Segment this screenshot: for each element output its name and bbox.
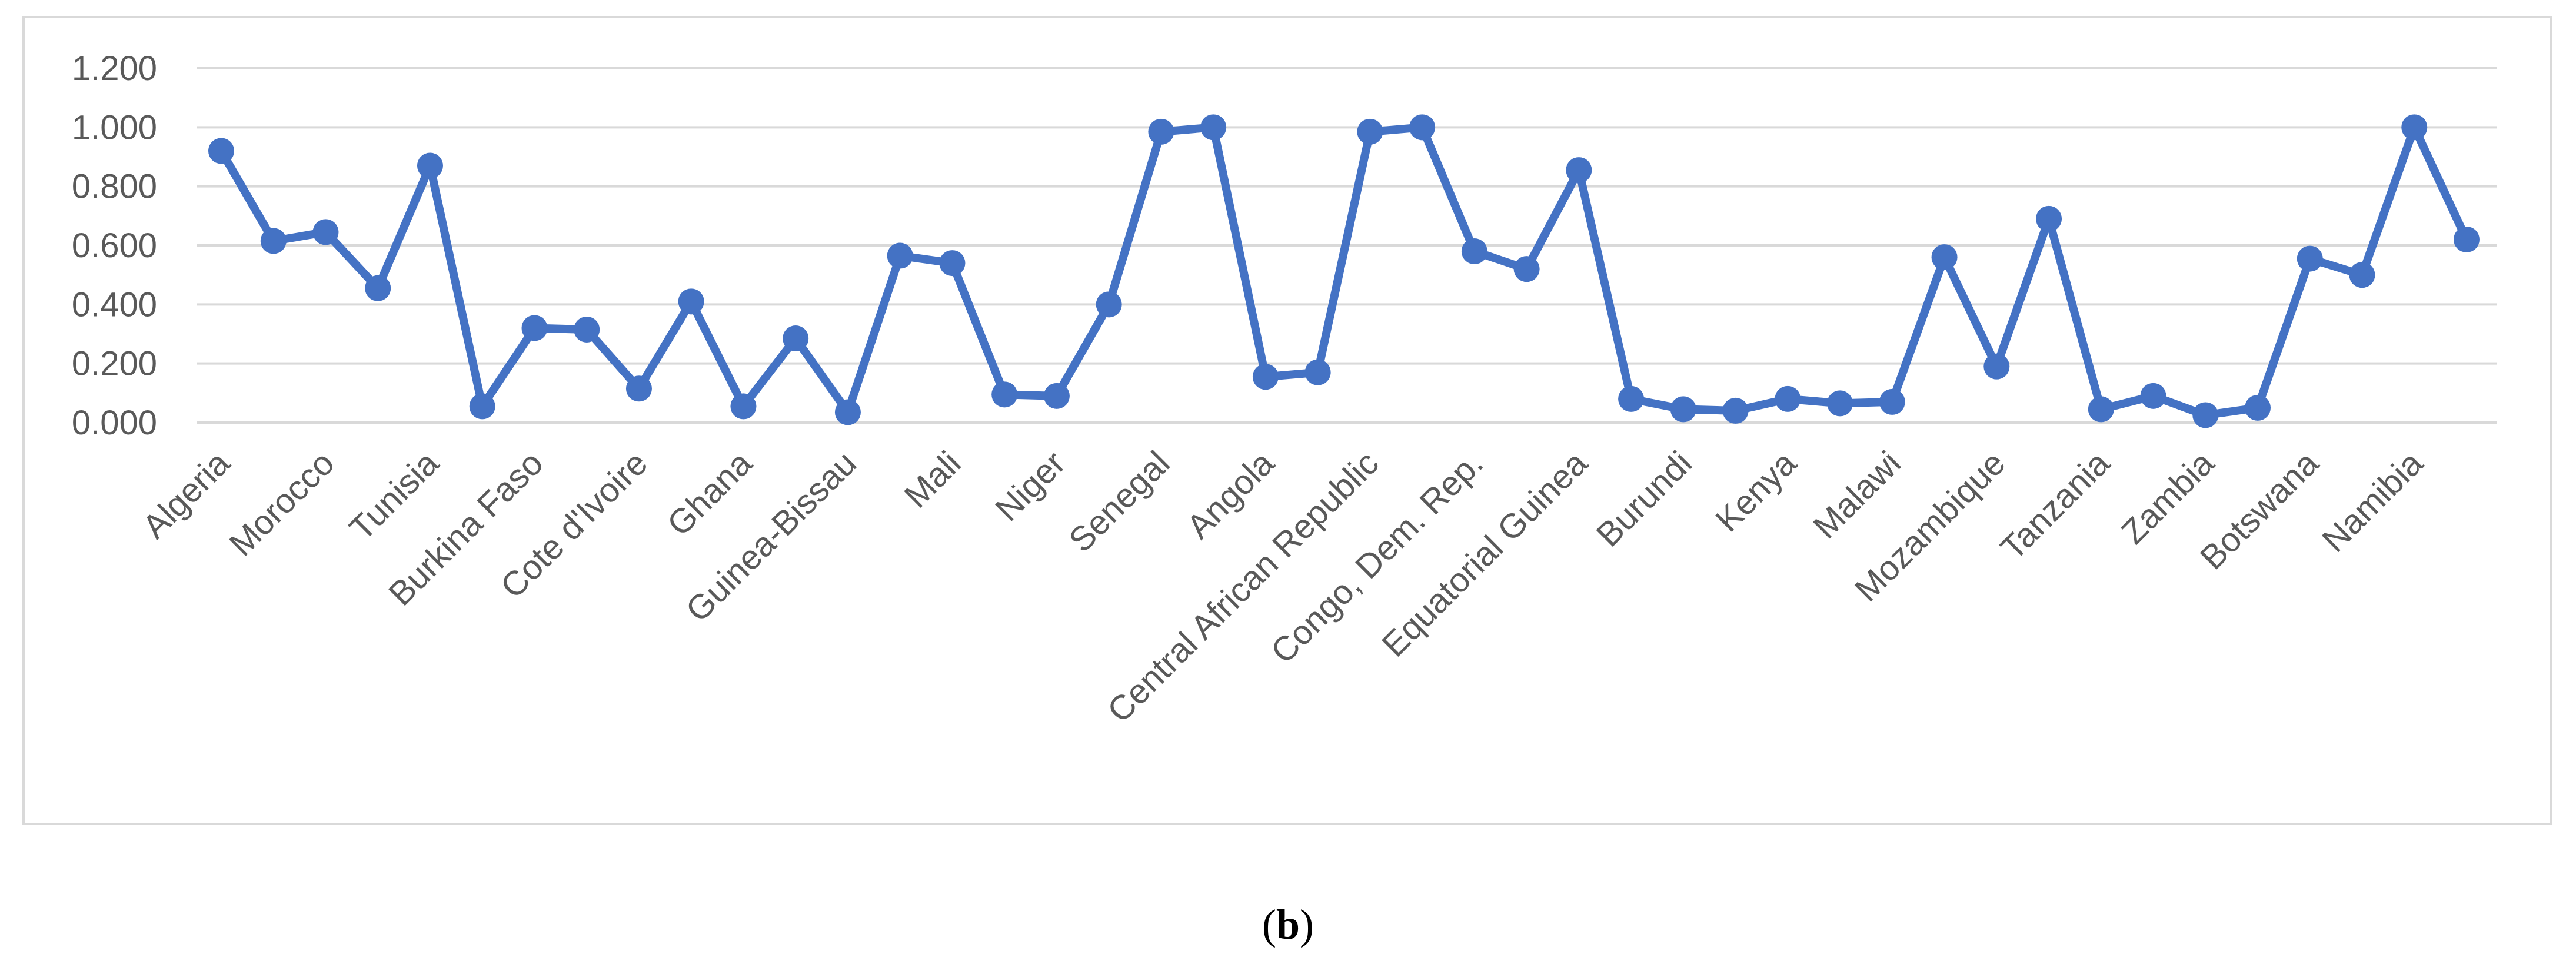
series-line xyxy=(217,123,2471,420)
data-point xyxy=(208,138,234,164)
data-point xyxy=(1043,383,1070,409)
y-tick-label: 0.200 xyxy=(72,345,157,383)
data-point xyxy=(1566,157,1592,184)
data-point xyxy=(834,399,861,425)
data-point xyxy=(2245,394,2271,421)
series-markers xyxy=(208,114,2480,428)
x-tick-label: Namibia xyxy=(2315,444,2431,560)
data-point xyxy=(417,152,443,179)
y-tick-label: 1.000 xyxy=(72,108,157,147)
x-tick-label: Equatorial Guinea xyxy=(1374,444,1595,664)
data-point xyxy=(1148,118,1174,145)
data-point xyxy=(469,393,495,420)
caption-open: ( xyxy=(1262,901,1276,948)
line-chart: 0.000 0.200 0.400 0.600 0.800 1.000 1.200 Alge… xyxy=(72,49,2497,730)
data-point xyxy=(260,228,287,254)
data-point xyxy=(1304,359,1331,385)
y-tick-label: 1.200 xyxy=(72,49,157,88)
data-point xyxy=(887,242,913,269)
data-point xyxy=(1252,364,1279,390)
data-point xyxy=(1931,244,1958,271)
data-point xyxy=(1722,397,1749,424)
data-point xyxy=(1200,114,1227,141)
x-tick-label: Morocco xyxy=(222,444,341,563)
x-tick-label: Tanzania xyxy=(1993,444,2118,568)
data-point xyxy=(1357,118,1383,145)
data-point xyxy=(1461,238,1487,265)
data-point xyxy=(625,375,652,402)
data-point xyxy=(1513,256,1540,282)
data-point xyxy=(783,325,809,352)
series-line-path xyxy=(217,123,2471,420)
data-point xyxy=(2036,205,2062,232)
data-point xyxy=(2297,245,2323,272)
data-point xyxy=(312,219,339,245)
gridlines xyxy=(197,67,2497,424)
x-tick-label: Angola xyxy=(1179,444,1282,546)
data-point xyxy=(2401,114,2428,141)
data-point xyxy=(1775,385,1801,412)
y-tick-label: 0.000 xyxy=(72,404,157,442)
data-point xyxy=(730,393,757,420)
data-point xyxy=(1096,291,1122,318)
chart-frame: 0.000 0.200 0.400 0.600 0.800 1.000 1.200 Alge… xyxy=(22,16,2552,825)
data-point xyxy=(1879,388,1905,415)
y-axis-ticks: 0.000 0.200 0.400 0.600 0.800 1.000 1.200 xyxy=(72,49,157,442)
y-tick-label: 0.800 xyxy=(72,168,157,206)
x-tick-label: Niger xyxy=(988,444,1073,528)
data-point xyxy=(991,381,1018,408)
data-point xyxy=(2349,262,2375,288)
x-tick-label: Ghana xyxy=(660,444,760,544)
data-point xyxy=(2454,226,2480,252)
y-tick-label: 0.400 xyxy=(72,285,157,324)
x-tick-label: Malawi xyxy=(1806,444,1908,546)
data-point xyxy=(574,316,600,343)
data-point xyxy=(1983,353,2010,380)
data-point xyxy=(1409,114,1436,141)
data-point xyxy=(1670,396,1696,423)
caption-label: b xyxy=(1276,901,1300,948)
x-tick-label: Tunisia xyxy=(342,444,447,548)
data-point xyxy=(2088,396,2114,423)
x-tick-label: Mali xyxy=(897,444,968,515)
data-point xyxy=(1618,385,1645,412)
figure-caption: (b) xyxy=(0,900,2576,949)
x-tick-label: Kenya xyxy=(1708,444,1804,540)
y-tick-label: 0.600 xyxy=(72,227,157,265)
x-tick-label: Zambia xyxy=(2114,444,2222,551)
data-point xyxy=(521,315,548,341)
data-point xyxy=(365,275,391,301)
data-point xyxy=(678,288,704,315)
data-point xyxy=(1827,390,1853,417)
x-tick-label: Senegal xyxy=(1061,444,1177,559)
x-tick-label: Algeria xyxy=(135,444,238,546)
data-point xyxy=(939,250,966,277)
data-point xyxy=(2140,383,2166,409)
caption-close: ) xyxy=(1300,901,1314,948)
x-tick-label: Burundi xyxy=(1589,444,1699,554)
data-point xyxy=(2192,402,2219,428)
